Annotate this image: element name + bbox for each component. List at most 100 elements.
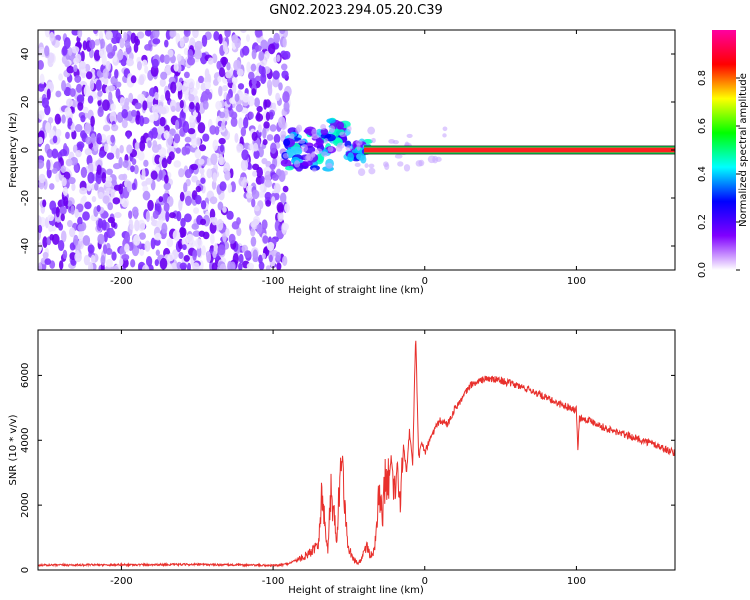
spectrogram-cell [214,126,220,136]
colorbar: 0.0 0.2 0.4 0.6 0.8 Normalized spectral ampl… [697,30,749,278]
spectrogram-cell [44,258,52,265]
spectrogram-cell [124,40,131,49]
spectrogram-cell [152,38,161,45]
spectrogram-cell [142,190,151,201]
spectrogram-cell [139,115,145,127]
spectrogram-cell [121,253,130,261]
spectrogram-cell [178,251,184,260]
spectrogram-cell [210,153,218,166]
spectrogram-cell [236,68,244,77]
spectrogram-cell [211,216,218,226]
spectrogram-cell [226,210,234,220]
spectrogram-cell [194,238,203,249]
spectrogram-cell [280,63,288,71]
spectrogram-cell [45,121,51,134]
spectrogram-cell [105,30,113,40]
spectrogram-cell [158,169,163,181]
spectrogram-cell [165,90,171,101]
spectrogram-cell [74,124,83,133]
snr-series-line [38,340,675,568]
spectrogram-cell [77,101,84,111]
spectrogram-cell [167,253,175,262]
spectrogram-cell [111,251,117,261]
spectrogram-cell [166,264,173,270]
spectrogram-cell [152,210,159,219]
spectrogram-y-label: Frequency (Hz) [8,112,19,188]
spectrogram-cell [254,45,262,52]
spectrogram-cell [147,199,154,212]
spectrogram-cell [55,206,60,218]
spectrogram-cell [196,246,202,258]
spectrogram-cell [252,170,258,177]
spectrogram-cell [96,204,101,212]
spectrogram-cell [157,105,164,115]
spectrogram-cell [265,265,271,270]
spectrogram-cell [138,232,146,240]
spectrogram-cell [101,54,107,66]
spectrogram-cell [257,124,262,133]
spectrogram-cell [81,70,87,79]
spectrogram-cell [201,245,206,256]
spectrogram-cell [146,95,154,103]
spectrogram-cell [110,221,116,228]
spectrogram-cell [296,124,303,133]
spectrogram-cell [108,91,113,103]
spectrogram-cell [59,149,68,157]
spectrogram-cell [247,71,255,81]
spectrogram-cell [271,173,279,181]
spectrogram-cell [38,83,45,92]
spectrogram-cell [89,39,96,50]
spectrogram-cell [76,94,85,103]
spectrogram-cell [94,39,101,46]
spectrogram-cell [85,71,93,80]
spectrogram-cell [242,176,247,189]
colorbar-tick-label: 0.0 [697,262,708,278]
spectrogram-cell [190,163,199,171]
spectrogram-cell [75,150,82,158]
spectrogram-cell [38,173,46,184]
spectrogram-cell [256,105,263,113]
spectrogram-cell [161,157,168,169]
spectrogram-cell [367,126,376,135]
spectrogram-cell [280,159,292,167]
spectrogram-cell [98,150,106,159]
spectrogram-cell [157,125,165,135]
spectrogram-cell [85,136,92,145]
spectrogram-cell [184,195,192,207]
colorbar-gradient [712,30,736,270]
spectrogram-cell [134,219,140,232]
spectrogram-cell [169,30,177,38]
spectrogram-cell [252,249,259,261]
spectrogram-cell [128,210,133,220]
spectrogram-cell [173,133,181,144]
spectrogram-cell [142,100,148,111]
spectrogram-cell [62,45,68,56]
spectrogram-cell [182,244,187,251]
spectrogram-cell [219,144,225,153]
spectrogram-cell [51,148,59,159]
spectrogram-cell [126,131,131,139]
spectrogram-cell [240,159,249,171]
spectrogram-cell [101,171,107,184]
spectrogram-cell [114,68,119,79]
spectrogram-cell [173,160,182,168]
spectrogram-cell [119,144,124,154]
spectrogram-cell [210,233,215,245]
spectrogram-cell [72,144,78,153]
spectrogram-cell [97,90,103,97]
spectrogram-cell [139,140,146,152]
spectrogram-cell [218,33,223,45]
spectrogram-cell [87,244,95,254]
spectrogram-cell [134,142,140,150]
spectrogram-cell [397,161,404,167]
spectrogram-cell [65,131,70,140]
spectrogram-cell [354,162,361,168]
spectrogram-cell [75,53,82,64]
spectrogram-cell [189,81,194,93]
snr-frame [37,329,676,571]
spectrogram-cell [130,75,137,84]
spectrogram-cell [78,231,83,242]
spectrogram-cell [256,223,263,235]
snr-x-label: Height of straight line (km) [288,585,424,596]
spectrogram-cell [150,237,156,250]
